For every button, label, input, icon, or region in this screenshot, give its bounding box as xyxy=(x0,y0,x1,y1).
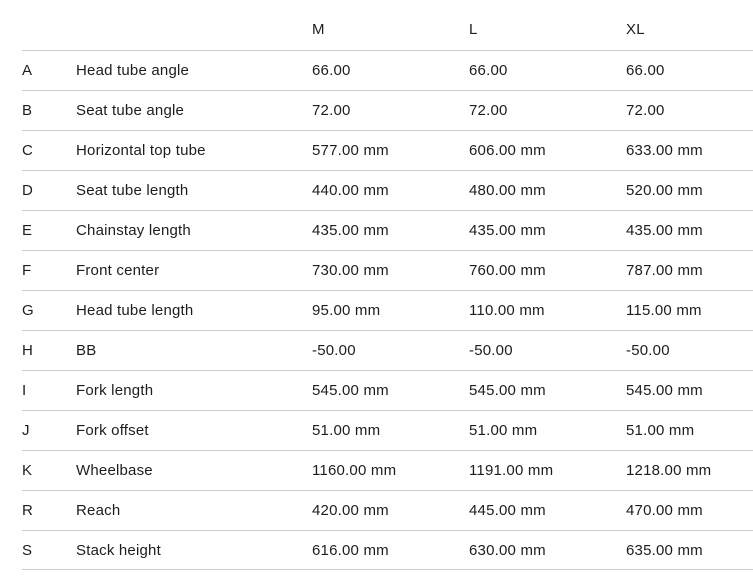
value-m: 440.00 mm xyxy=(312,183,389,198)
value-l: 630.00 mm xyxy=(469,542,546,558)
row-key: F xyxy=(22,263,32,278)
row-key: S xyxy=(22,542,33,558)
column-header-l: L xyxy=(469,21,478,37)
value-m: 1160.00 mm xyxy=(312,463,397,478)
row-key: B xyxy=(22,103,33,118)
row-label: Head tube length xyxy=(76,303,194,318)
table-row-seat-tube-angle: B Seat tube angle 72.00 72.00 72.00 xyxy=(22,90,753,130)
table-row-bb: H BB -50.00 -50.00 -50.00 xyxy=(22,330,753,370)
value-l: 51.00 mm xyxy=(469,423,538,438)
value-m: 616.00 mm xyxy=(312,542,389,558)
value-l: 545.00 mm xyxy=(469,383,546,398)
row-key: H xyxy=(22,343,34,358)
row-label: Stack height xyxy=(76,542,161,558)
row-label: Horizontal top tube xyxy=(76,143,206,158)
row-label: Fork length xyxy=(76,383,154,398)
value-m: 420.00 mm xyxy=(312,503,389,518)
row-key: J xyxy=(22,423,30,438)
value-l: 110.00 mm xyxy=(469,303,545,318)
value-m: 66.00 xyxy=(312,63,351,78)
table-row-stack-height: S Stack height 616.00 mm 630.00 mm 635.0… xyxy=(22,530,753,570)
value-xl: 115.00 mm xyxy=(626,303,702,318)
value-xl: 435.00 mm xyxy=(626,223,703,238)
table-row-head-tube-angle: A Head tube angle 66.00 66.00 66.00 xyxy=(22,50,753,90)
value-l: 606.00 mm xyxy=(469,143,546,158)
row-key: A xyxy=(22,63,33,78)
value-xl: 787.00 mm xyxy=(626,263,703,278)
value-l: 480.00 mm xyxy=(469,183,546,198)
value-xl: 633.00 mm xyxy=(626,143,703,158)
table-row-fork-length: I Fork length 545.00 mm 545.00 mm 545.00… xyxy=(22,370,753,410)
value-l: 66.00 xyxy=(469,63,508,78)
value-m: 72.00 xyxy=(312,103,351,118)
value-l: 435.00 mm xyxy=(469,223,546,238)
value-l: 760.00 mm xyxy=(469,263,546,278)
row-key: D xyxy=(22,183,34,198)
table-row-reach: R Reach 420.00 mm 445.00 mm 470.00 mm xyxy=(22,490,753,530)
table-row-fork-offset: J Fork offset 51.00 mm 51.00 mm 51.00 mm xyxy=(22,410,753,450)
row-label: Front center xyxy=(76,263,160,278)
geometry-table: M L XL A Head tube angle 66.00 66.00 66.… xyxy=(22,0,753,570)
table-row-front-center: F Front center 730.00 mm 760.00 mm 787.0… xyxy=(22,250,753,290)
row-key: C xyxy=(22,143,34,158)
row-key: R xyxy=(22,503,34,518)
row-label: Seat tube length xyxy=(76,183,189,198)
value-xl: 470.00 mm xyxy=(626,503,703,518)
row-label: Wheelbase xyxy=(76,463,153,478)
value-xl: 51.00 mm xyxy=(626,423,695,438)
row-key: E xyxy=(22,223,33,238)
value-xl: 72.00 xyxy=(626,103,665,118)
value-xl: 66.00 xyxy=(626,63,665,78)
row-label: Seat tube angle xyxy=(76,103,185,118)
table-header-row: M L XL xyxy=(22,0,753,50)
table-row-chainstay-length: E Chainstay length 435.00 mm 435.00 mm 4… xyxy=(22,210,753,250)
row-key: I xyxy=(22,383,27,398)
value-l: -50.00 xyxy=(469,343,513,358)
value-xl: -50.00 xyxy=(626,343,670,358)
value-xl: 635.00 mm xyxy=(626,542,703,558)
value-m: -50.00 xyxy=(312,343,356,358)
value-l: 72.00 xyxy=(469,103,508,118)
table-row-horizontal-top-tube: C Horizontal top tube 577.00 mm 606.00 m… xyxy=(22,130,753,170)
value-m: 95.00 mm xyxy=(312,303,381,318)
row-label: Reach xyxy=(76,503,121,518)
row-key: G xyxy=(22,303,34,318)
value-xl: 545.00 mm xyxy=(626,383,703,398)
row-label: BB xyxy=(76,343,97,358)
value-m: 730.00 mm xyxy=(312,263,389,278)
table-row-wheelbase: K Wheelbase 1160.00 mm 1191.00 mm 1218.0… xyxy=(22,450,753,490)
value-m: 51.00 mm xyxy=(312,423,381,438)
row-key: K xyxy=(22,463,33,478)
row-label: Chainstay length xyxy=(76,223,191,238)
value-l: 445.00 mm xyxy=(469,503,546,518)
value-m: 545.00 mm xyxy=(312,383,389,398)
row-label: Fork offset xyxy=(76,423,149,438)
value-m: 435.00 mm xyxy=(312,223,389,238)
column-header-xl: XL xyxy=(626,21,645,37)
value-m: 577.00 mm xyxy=(312,143,389,158)
table-row-seat-tube-length: D Seat tube length 440.00 mm 480.00 mm 5… xyxy=(22,170,753,210)
value-l: 1191.00 mm xyxy=(469,463,554,478)
column-header-m: M xyxy=(312,21,325,37)
value-xl: 1218.00 mm xyxy=(626,463,712,478)
value-xl: 520.00 mm xyxy=(626,183,703,198)
table-row-head-tube-length: G Head tube length 95.00 mm 110.00 mm 11… xyxy=(22,290,753,330)
row-label: Head tube angle xyxy=(76,63,190,78)
